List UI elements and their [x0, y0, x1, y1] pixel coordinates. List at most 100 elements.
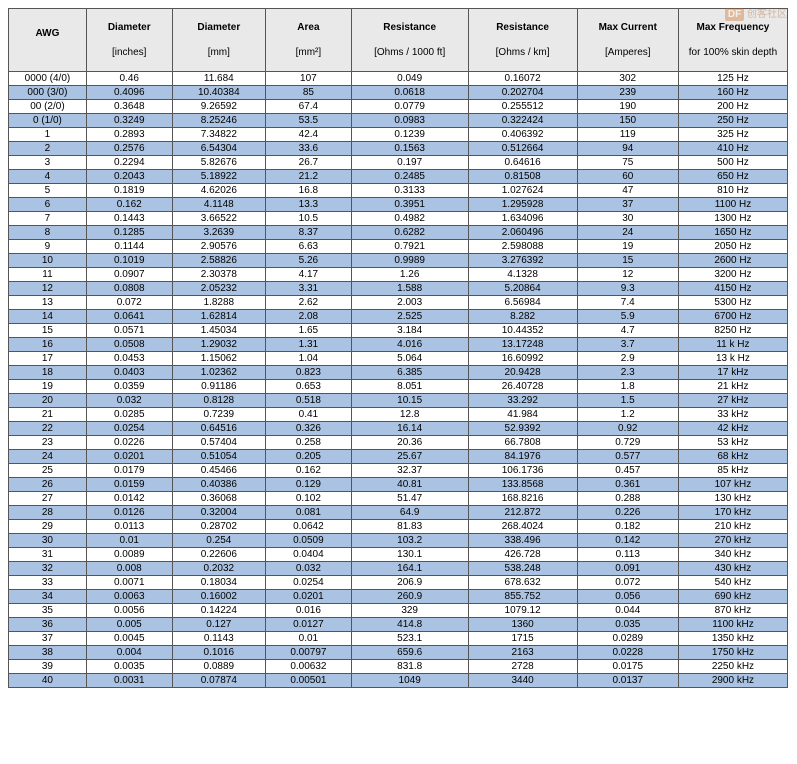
table-cell: 650 Hz [678, 170, 787, 184]
table-cell: 410 Hz [678, 142, 787, 156]
table-cell: 239 [577, 86, 678, 100]
table-cell: 1.29032 [172, 338, 265, 352]
table-cell: 24 [577, 226, 678, 240]
table-row: 000 (3/0)0.409610.40384850.06180.2027042… [9, 86, 788, 100]
table-cell: 500 Hz [678, 156, 787, 170]
table-cell: 0.0201 [86, 450, 172, 464]
table-cell: 13.17248 [468, 338, 577, 352]
table-cell: 0.0907 [86, 268, 172, 282]
table-cell: 0.1016 [172, 646, 265, 660]
table-cell: 0.288 [577, 492, 678, 506]
table-cell: 0.254 [172, 534, 265, 548]
table-row: 20.25766.5430433.60.15630.51266494410 Hz [9, 142, 788, 156]
table-cell: 0.1563 [351, 142, 468, 156]
table-cell: 8.37 [266, 226, 352, 240]
table-cell: 27 [9, 492, 87, 506]
table-cell: 40.81 [351, 478, 468, 492]
table-cell: 0.36068 [172, 492, 265, 506]
table-cell: 1.2 [577, 408, 678, 422]
table-cell: 10.15 [351, 394, 468, 408]
table-row: 330.00710.180340.0254206.9678.6320.07254… [9, 576, 788, 590]
table-cell: 33.292 [468, 394, 577, 408]
table-cell: 1.8 [577, 380, 678, 394]
table-cell: 53.5 [266, 114, 352, 128]
table-cell: 0.01 [86, 534, 172, 548]
table-cell: 16.8 [266, 184, 352, 198]
table-cell: 212.872 [468, 506, 577, 520]
table-cell: 0.0889 [172, 660, 265, 674]
table-cell: 0.202704 [468, 86, 577, 100]
table-cell: 0.1019 [86, 254, 172, 268]
table-cell: 0.16002 [172, 590, 265, 604]
table-row: 0 (1/0)0.32498.2524653.50.09830.32242415… [9, 114, 788, 128]
table-cell: 6.385 [351, 366, 468, 380]
table-row: 370.00450.11430.01523.117150.02891350 kH… [9, 632, 788, 646]
table-cell: 0.0359 [86, 380, 172, 394]
table-cell: 0.577 [577, 450, 678, 464]
table-cell: 1350 kHz [678, 632, 787, 646]
table-cell: 11 k Hz [678, 338, 787, 352]
table-cell: 0.64516 [172, 422, 265, 436]
table-cell: 34 [9, 590, 87, 604]
table-cell: 00 (2/0) [9, 100, 87, 114]
table-cell: 168.8216 [468, 492, 577, 506]
table-cell: 2.58826 [172, 254, 265, 268]
table-cell: 0.0289 [577, 632, 678, 646]
table-cell: 2.598088 [468, 240, 577, 254]
table-cell: 20.36 [351, 436, 468, 450]
table-cell: 0.0779 [351, 100, 468, 114]
table-row: 180.04031.023620.8236.38520.94282.317 kH… [9, 366, 788, 380]
table-cell: 41.984 [468, 408, 577, 422]
table-row: 110.09072.303784.171.264.1328123200 Hz [9, 268, 788, 282]
table-cell: 6.54304 [172, 142, 265, 156]
table-cell: 1750 kHz [678, 646, 787, 660]
table-cell: 27 kHz [678, 394, 787, 408]
table-cell: 0.127 [172, 618, 265, 632]
table-cell: 0.41 [266, 408, 352, 422]
table-cell: 0.14224 [172, 604, 265, 618]
table-cell: 130.1 [351, 548, 468, 562]
table-row: 210.02850.72390.4112.841.9841.233 kHz [9, 408, 788, 422]
table-row: 00 (2/0)0.36489.2659267.40.07790.2555121… [9, 100, 788, 114]
table-cell: 0.3648 [86, 100, 172, 114]
awg-table-container: AWGDiameter[inches]Diameter[mm]Area[mm²]… [8, 8, 788, 688]
table-cell: 15 [9, 324, 87, 338]
table-cell: 200 Hz [678, 100, 787, 114]
table-cell: 0.823 [266, 366, 352, 380]
table-cell: 2.30378 [172, 268, 265, 282]
table-cell: 33.6 [266, 142, 352, 156]
table-row: 120.08082.052323.311.5885.208649.34150 H… [9, 282, 788, 296]
table-cell: 0.3951 [351, 198, 468, 212]
table-cell: 9.3 [577, 282, 678, 296]
table-cell: 85 [266, 86, 352, 100]
table-cell: 1 [9, 128, 87, 142]
table-cell: 14 [9, 310, 87, 324]
table-row: 290.01130.287020.064281.83268.40240.1822… [9, 520, 788, 534]
table-cell: 5 [9, 184, 87, 198]
table-cell: 0.0159 [86, 478, 172, 492]
table-cell: 0.653 [266, 380, 352, 394]
table-cell: 133.8568 [468, 478, 577, 492]
table-cell: 0.0983 [351, 114, 468, 128]
table-cell: 19 [577, 240, 678, 254]
table-cell: 3.184 [351, 324, 468, 338]
table-cell: 0.049 [351, 72, 468, 86]
table-cell: 31 [9, 548, 87, 562]
table-cell: 4.1148 [172, 198, 265, 212]
table-cell: 1650 Hz [678, 226, 787, 240]
table-cell: 52.9392 [468, 422, 577, 436]
column-header-0: AWG [9, 9, 87, 72]
table-cell: 0.1285 [86, 226, 172, 240]
table-cell: 20 [9, 394, 87, 408]
table-cell: 0.0254 [86, 422, 172, 436]
table-cell: 523.1 [351, 632, 468, 646]
table-cell: 0.0226 [86, 436, 172, 450]
table-cell: 6700 Hz [678, 310, 787, 324]
table-cell: 119 [577, 128, 678, 142]
table-cell: 30 [9, 534, 87, 548]
table-cell: 1.5 [577, 394, 678, 408]
table-cell: 107 [266, 72, 352, 86]
table-cell: 329 [351, 604, 468, 618]
table-cell: 2.525 [351, 310, 468, 324]
table-row: 90.11442.905766.630.79212.598088192050 H… [9, 240, 788, 254]
